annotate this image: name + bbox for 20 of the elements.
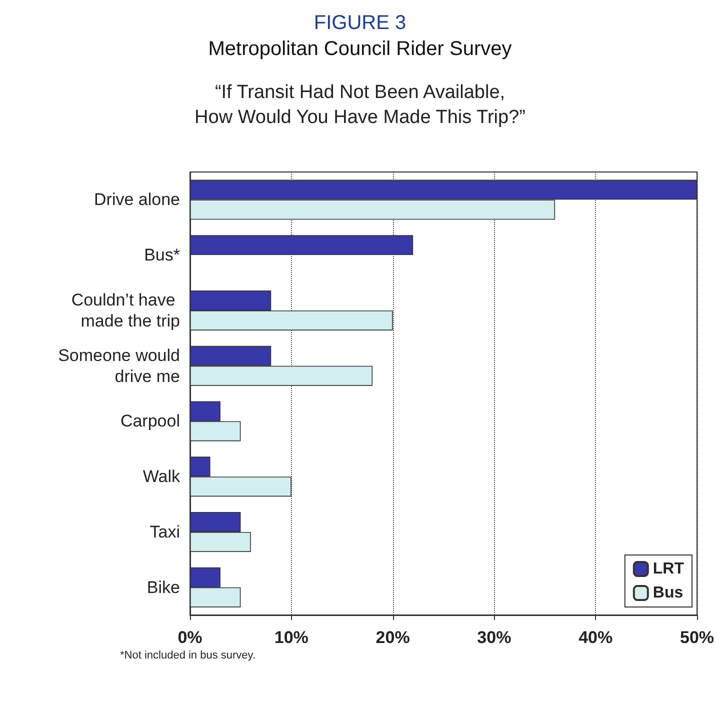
legend-label: LRT [652, 560, 684, 578]
legend-label: Bus [652, 584, 684, 602]
x-tick-label: 40% [578, 628, 613, 647]
x-tick-label: 10% [274, 628, 308, 647]
y-tick-label: Drive alone [94, 190, 180, 210]
y-tick-label: Couldn’t have made the trip [71, 290, 180, 330]
x-tick-label: 30% [477, 628, 512, 647]
x-tick-label: 20% [376, 628, 410, 647]
y-tick-label: Walk [142, 467, 180, 486]
y-tick-label: Bike [146, 578, 180, 597]
x-tick-label: 50% [680, 628, 714, 647]
y-tick-label: Carpool [120, 412, 180, 431]
y-tick-label: Someone would drive me [58, 346, 180, 386]
x-tick-label: 0% [178, 628, 202, 647]
text: “If Transit Had Not Been Available, How Would You Have Made This Trip?” [194, 82, 526, 128]
text: *Not included in bus survey. [120, 650, 256, 662]
chart-subtitle: Metropolitan Council Rider Survey [208, 38, 512, 60]
chart-title: FIGURE 3 [314, 12, 406, 34]
y-tick-label: Bus* [144, 246, 180, 265]
y-tick-label: Taxi [150, 522, 180, 542]
